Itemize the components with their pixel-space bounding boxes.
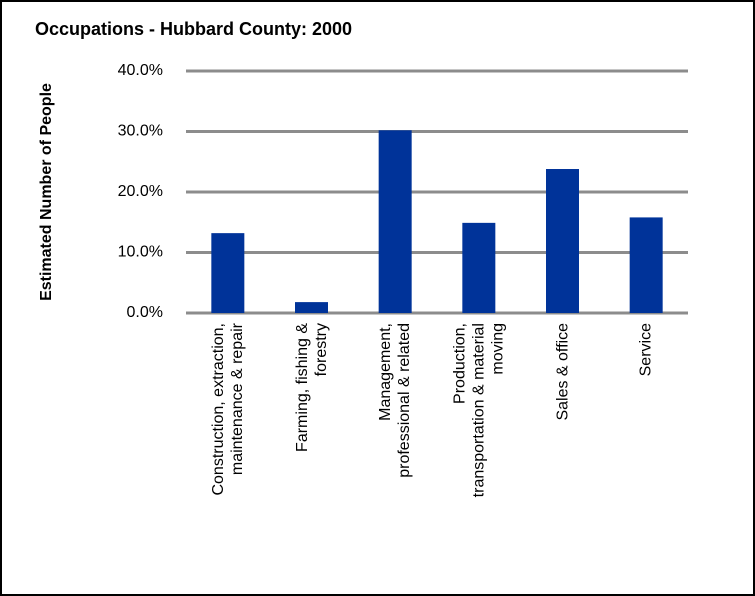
bar — [295, 302, 328, 313]
x-tick-label: Production, transportation & material mo… — [451, 323, 507, 498]
bar — [629, 217, 663, 313]
x-tick-label: Management, professional & related — [377, 323, 414, 478]
bar — [211, 233, 245, 313]
y-tick-label: 0.0% — [127, 304, 163, 321]
chart-title: Occupations - Hubbard County: 2000 — [35, 19, 352, 39]
y-axis-label: Estimated Number of People — [38, 83, 55, 301]
x-tick-label: Service — [637, 323, 655, 377]
y-tick-label: 20.0% — [118, 183, 163, 200]
bar — [378, 130, 412, 313]
x-tick-label: Construction, extraction, maintenance & … — [209, 323, 246, 496]
y-tick-label: 40.0% — [118, 62, 163, 79]
x-tick-label: Farming, fishing & forestry — [293, 323, 330, 452]
bar — [546, 169, 579, 313]
x-tick-label: Sales & office — [554, 323, 571, 421]
y-tick-label: 10.0% — [118, 244, 163, 261]
bar — [462, 222, 496, 313]
y-tick-label: 30.0% — [118, 123, 163, 140]
